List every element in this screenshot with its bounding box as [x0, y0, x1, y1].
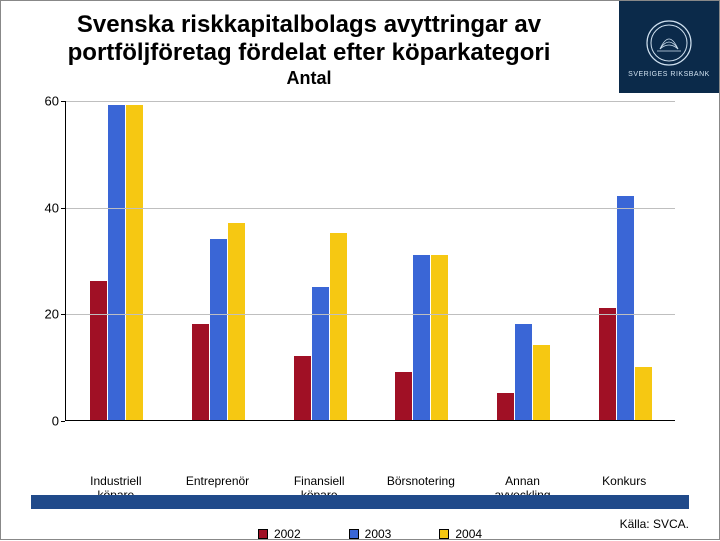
legend-swatch	[258, 529, 268, 539]
chart: IndustriellköpareEntreprenörFinansiellkö…	[31, 101, 691, 461]
bar-group	[473, 100, 575, 420]
bar	[108, 105, 125, 420]
bar-group	[371, 100, 473, 420]
title-line2: portföljföretag fördelat efter köparkate…	[29, 39, 589, 67]
legend: 2002 2003 2004	[65, 527, 675, 541]
bar	[330, 233, 347, 420]
bar-group	[269, 100, 371, 420]
logo: SVERIGES RIKSBANK	[619, 1, 719, 93]
legend-label: 2004	[455, 527, 482, 541]
plot-area	[65, 101, 675, 421]
legend-label: 2002	[274, 527, 301, 541]
legend-item: 2002	[258, 527, 301, 541]
legend-item: 2004	[439, 527, 482, 541]
bar	[192, 324, 209, 420]
y-tick	[61, 101, 65, 102]
source-text: Källa: SVCA.	[620, 517, 689, 531]
subtitle: Antal	[29, 68, 589, 89]
legend-label: 2003	[365, 527, 392, 541]
y-tick-label: 60	[35, 94, 59, 109]
slide: Svenska riskkapitalbolags avyttringar av…	[0, 0, 720, 540]
bar	[413, 255, 430, 420]
logo-text: SVERIGES RIKSBANK	[628, 71, 710, 78]
header: Svenska riskkapitalbolags avyttringar av…	[1, 1, 719, 93]
gridline	[66, 101, 675, 102]
y-tick	[61, 208, 65, 209]
legend-swatch	[439, 529, 449, 539]
title-line1: Svenska riskkapitalbolags avyttringar av	[29, 11, 589, 39]
bar	[431, 255, 448, 420]
bar	[294, 356, 311, 420]
y-tick	[61, 314, 65, 315]
y-tick-label: 0	[35, 414, 59, 429]
bar	[312, 287, 329, 420]
bar	[599, 308, 616, 420]
bar-group	[574, 100, 676, 420]
bar	[126, 105, 143, 420]
y-tick-label: 40	[35, 200, 59, 215]
gridline	[66, 314, 675, 315]
bar-groups	[66, 100, 676, 420]
bar	[210, 239, 227, 420]
bar	[617, 196, 634, 420]
bar-group	[66, 100, 168, 420]
bar	[515, 324, 532, 420]
bar	[635, 367, 652, 420]
title-area: Svenska riskkapitalbolags avyttringar av…	[29, 11, 589, 89]
bar	[533, 345, 550, 420]
bar	[395, 372, 412, 420]
gridline	[66, 208, 675, 209]
y-tick-label: 20	[35, 307, 59, 322]
bar	[90, 281, 107, 420]
bar-group	[168, 100, 270, 420]
legend-swatch	[349, 529, 359, 539]
bar	[228, 223, 245, 420]
y-tick	[61, 421, 65, 422]
bar	[497, 393, 514, 420]
legend-item: 2003	[349, 527, 392, 541]
footer-bar	[31, 495, 689, 509]
riksbank-logo-icon	[643, 17, 695, 69]
